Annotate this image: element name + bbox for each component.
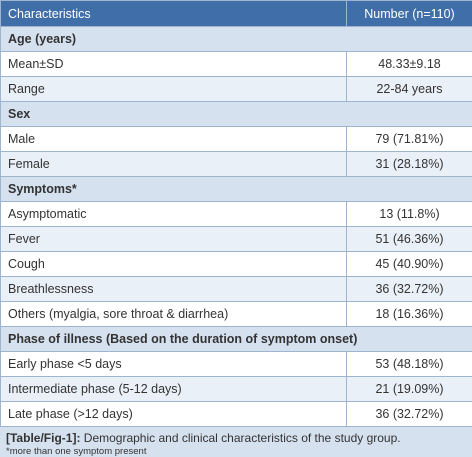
data-row: Late phase (>12 days) 36 (32.72%)	[0, 401, 472, 427]
section-row: Symptoms*	[0, 176, 472, 202]
data-row: Male 79 (71.81%)	[0, 126, 472, 152]
data-row: Range 22-84 years	[0, 76, 472, 102]
label-cell: Asymptomatic	[0, 201, 347, 227]
label-cell: Female	[0, 151, 347, 177]
data-row: Breathlessness 36 (32.72%)	[0, 276, 472, 302]
section-row: Phase of illness (Based on the duration …	[0, 326, 472, 352]
value-cell: 36 (32.72%)	[346, 276, 472, 302]
label-cell: Late phase (>12 days)	[0, 401, 347, 427]
value-cell: 21 (19.09%)	[346, 376, 472, 402]
value-cell: 48.33±9.18	[346, 51, 472, 77]
label-cell: Cough	[0, 251, 347, 277]
label-cell: Male	[0, 126, 347, 152]
data-row: Female 31 (28.18%)	[0, 151, 472, 177]
label-cell: Fever	[0, 226, 347, 252]
data-table: Characteristics Number (n=110) Age (year…	[0, 0, 472, 427]
section-title: Phase of illness (Based on the duration …	[0, 326, 472, 352]
header-row: Characteristics Number (n=110)	[0, 0, 472, 27]
section-row: Age (years)	[0, 26, 472, 52]
data-row: Others (myalgia, sore throat & diarrhea)…	[0, 301, 472, 327]
label-cell: Range	[0, 76, 347, 102]
label-cell: Intermediate phase (5-12 days)	[0, 376, 347, 402]
data-row: Cough 45 (40.90%)	[0, 251, 472, 277]
footnote: *more than one symptom present	[6, 446, 147, 457]
header-cell: Characteristics	[0, 0, 347, 27]
value-cell: 51 (46.36%)	[346, 226, 472, 252]
section-title: Sex	[0, 101, 472, 127]
data-row: Asymptomatic 13 (11.8%)	[0, 201, 472, 227]
caption: [Table/Fig-1]: Demographic and clinical …	[0, 427, 472, 445]
data-row: Fever 51 (46.36%)	[0, 226, 472, 252]
caption-text: Demographic and clinical characteristics…	[83, 431, 401, 445]
value-cell: 53 (48.18%)	[346, 351, 472, 377]
header-cell: Number (n=110)	[346, 0, 472, 27]
section-row: Sex	[0, 101, 472, 127]
value-cell: 36 (32.72%)	[346, 401, 472, 427]
caption-label: [Table/Fig-1]:	[6, 431, 81, 445]
section-title: Symptoms*	[0, 176, 472, 202]
value-cell: 13 (11.8%)	[346, 201, 472, 227]
label-cell: Breathlessness	[0, 276, 347, 302]
data-row: Early phase <5 days 53 (48.18%)	[0, 351, 472, 377]
data-row: Mean±SD 48.33±9.18	[0, 51, 472, 77]
data-row: Intermediate phase (5-12 days) 21 (19.09%…	[0, 376, 472, 402]
label-cell: Mean±SD	[0, 51, 347, 77]
label-cell: Early phase <5 days	[0, 351, 347, 377]
value-cell: 31 (28.18%)	[346, 151, 472, 177]
value-cell: 18 (16.36%)	[346, 301, 472, 327]
label-cell: Others (myalgia, sore throat & diarrhea)	[0, 301, 347, 327]
value-cell: 22-84 years	[346, 76, 472, 102]
value-cell: 45 (40.90%)	[346, 251, 472, 277]
section-title: Age (years)	[0, 26, 472, 52]
value-cell: 79 (71.81%)	[346, 126, 472, 152]
